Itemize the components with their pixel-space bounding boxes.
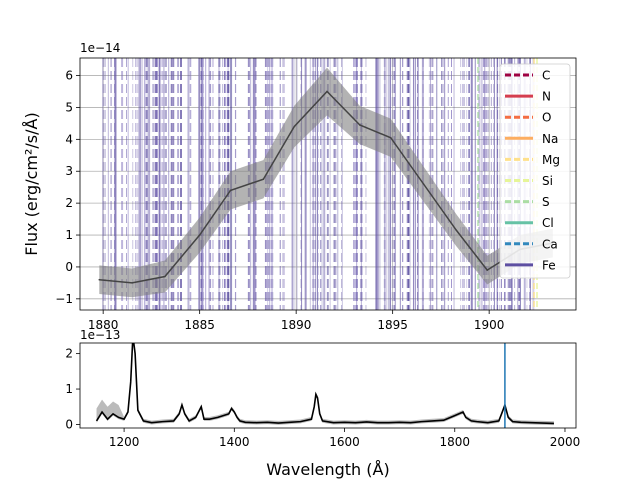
y-tick-label: 3 bbox=[65, 164, 73, 178]
data-point bbox=[293, 125, 296, 128]
x-tick-label: 2000 bbox=[550, 435, 581, 449]
data-point bbox=[359, 124, 361, 126]
legend-label: C bbox=[542, 69, 550, 83]
y-tick-label: 2 bbox=[65, 347, 73, 361]
error-band bbox=[99, 67, 553, 298]
zoom-x-ticks: 1880 1885 1890 1895 1900 bbox=[88, 310, 505, 332]
data-point bbox=[389, 136, 392, 139]
element-legend: CNO Na Mg Si S Cl Ca Fe bbox=[499, 63, 571, 279]
legend-label: Si bbox=[542, 174, 553, 188]
x-tick-label: 1890 bbox=[281, 318, 312, 332]
zoom-panel: 1880 1885 1890 1895 1900 −1 0 1 2 3 4 5 6 1e−14 Flu… bbox=[22, 41, 577, 332]
data-point bbox=[98, 278, 101, 281]
data-point bbox=[262, 178, 265, 181]
zoom-axes-frame bbox=[79, 57, 577, 311]
x-tick-label: 1800 bbox=[439, 435, 470, 449]
zoom-y-ticks: −1 0 1 2 3 4 5 6 bbox=[55, 69, 80, 306]
legend-label: Fe bbox=[542, 258, 556, 272]
full-x-ticks: 1200 1400 1600 1800 2000 bbox=[109, 428, 580, 449]
full-y-ticks: 0 1 2 bbox=[65, 347, 80, 431]
x-tick-label: 1400 bbox=[219, 435, 250, 449]
y-axis-label: Flux (erg/cm²/s/Å) bbox=[22, 112, 41, 255]
legend-label: S bbox=[542, 195, 550, 209]
legend-label: N bbox=[542, 90, 551, 104]
data-point bbox=[455, 229, 458, 232]
y-tick-label: 6 bbox=[65, 69, 73, 83]
data-point bbox=[229, 189, 232, 192]
legend-label: Ca bbox=[542, 237, 558, 251]
full-offset-label: 1e−13 bbox=[80, 328, 120, 342]
y-tick-label: 4 bbox=[65, 132, 73, 146]
data-point bbox=[198, 234, 201, 236]
data-point bbox=[164, 275, 166, 278]
x-tick-label: 1200 bbox=[109, 435, 140, 449]
full-axes-frame bbox=[79, 342, 577, 429]
legend-label: Mg bbox=[542, 153, 560, 167]
legend-label: Cl bbox=[542, 216, 554, 230]
y-tick-label: 1 bbox=[65, 382, 73, 396]
y-tick-label: 1 bbox=[65, 228, 73, 242]
x-tick-label: 1885 bbox=[184, 318, 215, 332]
x-tick-label: 1600 bbox=[329, 435, 360, 449]
y-tick-label: 2 bbox=[65, 196, 73, 210]
legend-label: Na bbox=[542, 132, 558, 146]
full-flux-line bbox=[95, 343, 554, 425]
data-point bbox=[326, 90, 328, 93]
data-point bbox=[422, 183, 425, 185]
y-tick-label: −1 bbox=[55, 292, 73, 306]
full-series bbox=[95, 343, 554, 428]
x-tick-label: 1900 bbox=[474, 318, 505, 332]
x-tick-label: 1895 bbox=[377, 318, 408, 332]
y-tick-label: 0 bbox=[65, 260, 73, 274]
full-spectrum-panel: 1200 1400 1600 1800 2000 0 1 2 1e−13 Wavelengt… bbox=[65, 328, 580, 479]
data-point bbox=[131, 282, 133, 284]
zoom-offset-label: 1e−14 bbox=[80, 41, 120, 55]
y-tick-label: 5 bbox=[65, 100, 73, 114]
legend-label: O bbox=[542, 111, 551, 125]
x-axis-label: Wavelength (Å) bbox=[266, 460, 389, 479]
y-tick-label: 0 bbox=[65, 417, 73, 431]
data-point bbox=[486, 269, 489, 271]
x-tick-label: 1880 bbox=[88, 318, 119, 332]
